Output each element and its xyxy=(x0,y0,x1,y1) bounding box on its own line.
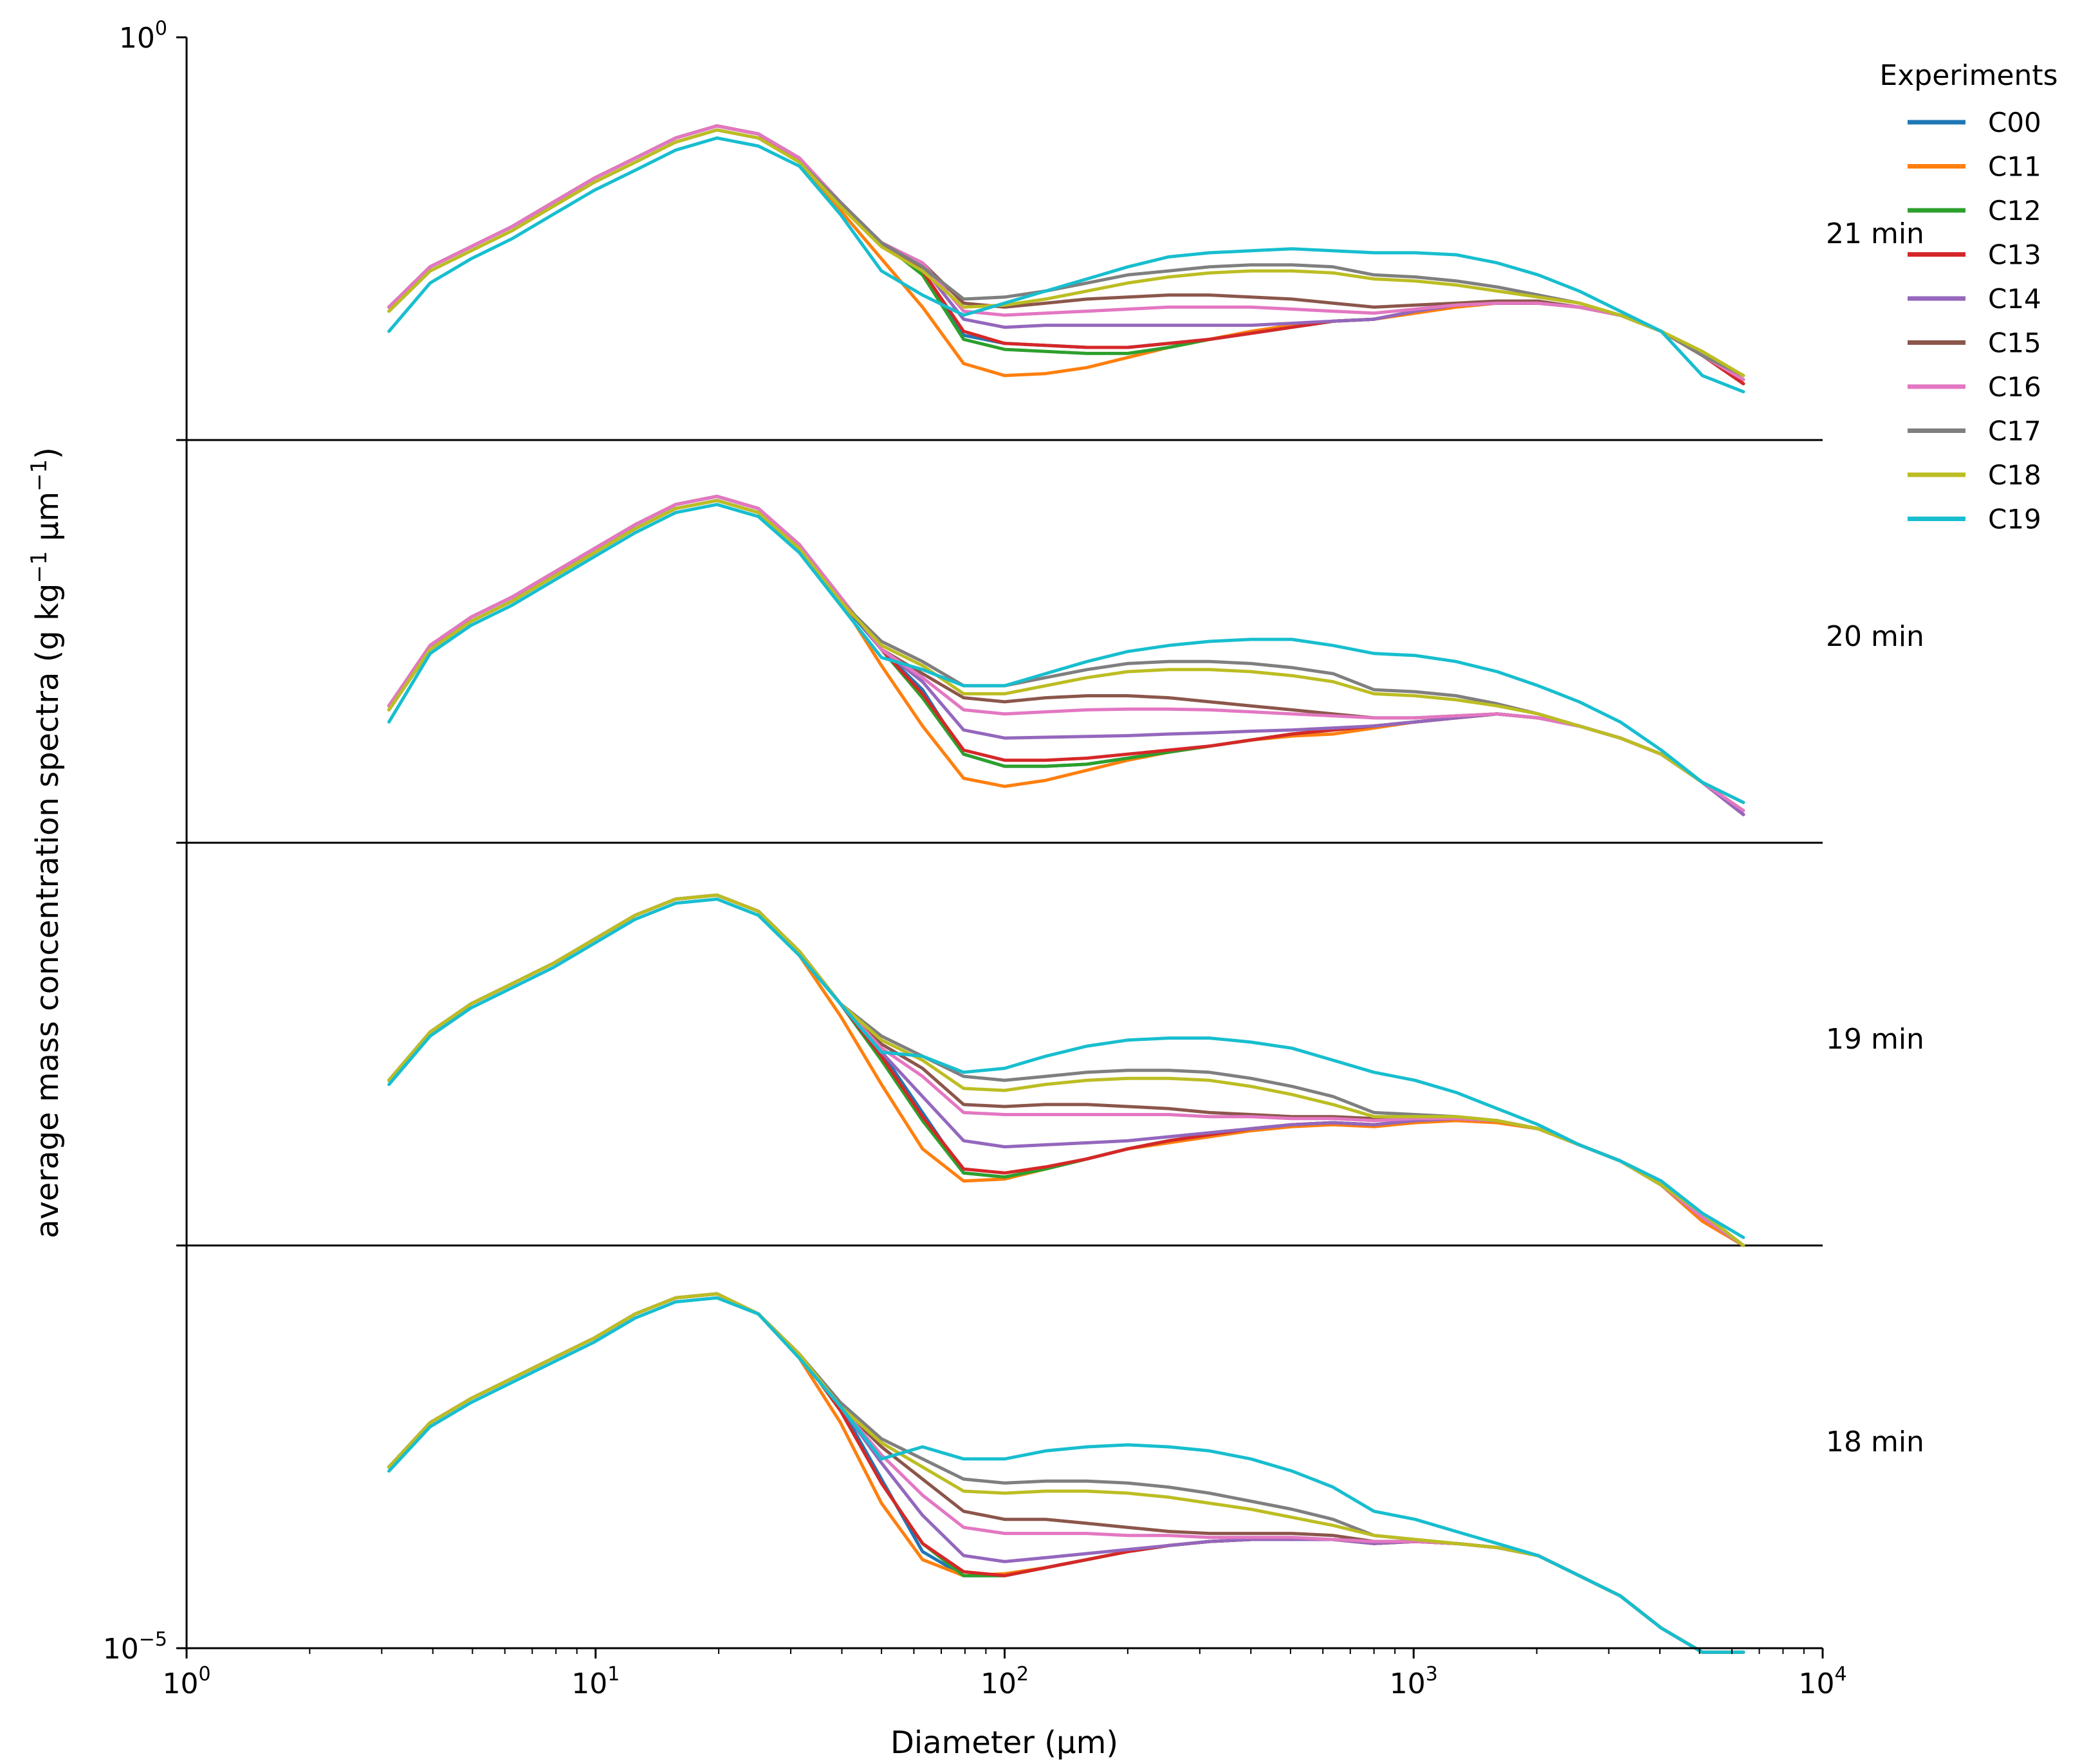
legend-label-c19: C19 xyxy=(1988,504,2041,535)
y-axis-ticks: 100 10−5 xyxy=(103,17,187,1666)
y-tick-label: 10−5 xyxy=(103,1628,167,1666)
legend-label-c13: C13 xyxy=(1988,239,2041,271)
series-line-c18-panel-1 xyxy=(387,499,1745,804)
panel-0-series xyxy=(387,124,1745,394)
x-tick-label: 100 xyxy=(162,1663,210,1700)
series-line-c19-panel-2 xyxy=(387,897,1745,1239)
y-axis-label-end: ) xyxy=(30,447,66,459)
series-line-c18-panel-0 xyxy=(387,128,1745,378)
series-line-c19-panel-3 xyxy=(387,1296,1745,1654)
panel-1-series xyxy=(387,495,1745,816)
series-layer xyxy=(387,124,1745,1654)
legend-label-c12: C12 xyxy=(1988,195,2041,226)
series-line-c18-panel-3 xyxy=(387,1292,1745,1654)
y-axis-label-mid: μm xyxy=(30,492,66,551)
x-axis-ticks: 100 101 102 103 104 xyxy=(162,1648,1847,1700)
panel-label-0: 21 min xyxy=(1826,217,1924,250)
series-line-c16-panel-0 xyxy=(387,124,1745,381)
legend-title: Experiments xyxy=(1879,59,2057,92)
x-tick-label: 102 xyxy=(980,1663,1029,1700)
y-tick-label: 100 xyxy=(119,17,167,55)
series-line-c19-panel-0 xyxy=(387,136,1745,394)
legend-label-c17: C17 xyxy=(1988,416,2041,447)
x-tick-label: 103 xyxy=(1390,1663,1438,1700)
panel-separators xyxy=(187,439,1823,1247)
panel-labels: 21 min 20 min 19 min 18 min xyxy=(1826,217,1924,1458)
panel-label-1: 20 min xyxy=(1826,620,1924,653)
series-line-c19-panel-1 xyxy=(387,502,1745,804)
y-axis-label-sup1: −1 xyxy=(26,551,52,583)
panel-3-series xyxy=(387,1292,1745,1654)
legend-items: C00 C11 C12 C13 C14 C15 C16 C17 C18 C19 xyxy=(1908,107,2041,535)
x-tick-label: 101 xyxy=(571,1663,620,1700)
panel-label-3: 18 min xyxy=(1826,1426,1924,1458)
x-tick-label: 104 xyxy=(1798,1663,1846,1700)
legend: Experiments C00C11C12C13C14C15C16C17C18C… xyxy=(1879,59,2057,535)
panel-2-series xyxy=(387,893,1745,1247)
y-axis-label-main: average mass concentration spectra (g kg xyxy=(30,583,66,1238)
series-line-c18-panel-2 xyxy=(387,893,1745,1247)
x-axis-label: Diameter (μm) xyxy=(890,1725,1118,1761)
series-line-c16-panel-1 xyxy=(387,495,1745,813)
y-axis-label-sup2: −1 xyxy=(26,459,52,492)
panel-label-2: 19 min xyxy=(1826,1023,1924,1056)
y-axis-label: average mass concentration spectra (g kg… xyxy=(26,447,66,1238)
legend-label-c18: C18 xyxy=(1988,459,2041,491)
legend-label-c14: C14 xyxy=(1988,283,2041,315)
legend-label-c15: C15 xyxy=(1988,327,2041,359)
legend-label-c16: C16 xyxy=(1988,371,2041,403)
legend-label-c00: C00 xyxy=(1988,107,2041,138)
legend-label-c11: C11 xyxy=(1988,151,2041,183)
